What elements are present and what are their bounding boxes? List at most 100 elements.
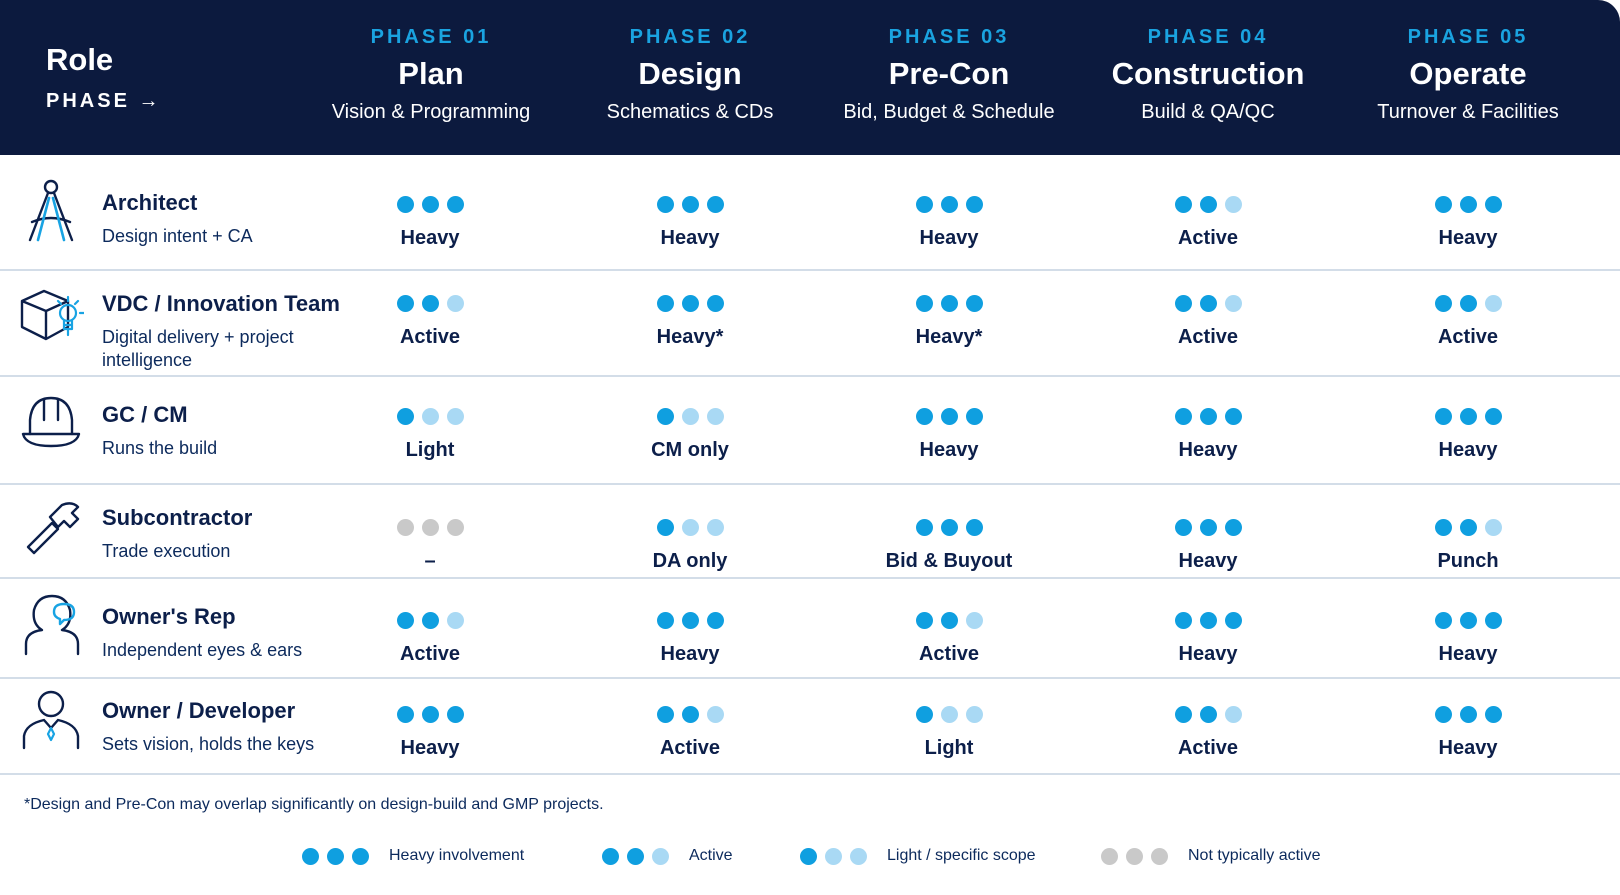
- involvement-label: Heavy: [919, 439, 979, 461]
- involvement-dots: [570, 612, 810, 629]
- phase-number: PHASE 03: [888, 26, 1010, 48]
- legend-item: Active: [602, 847, 733, 865]
- involvement-cell: Heavy: [1348, 408, 1588, 462]
- involvement-label: Light: [405, 439, 455, 461]
- involvement-dot: [656, 408, 674, 425]
- legend-label: Not typically active: [1188, 847, 1321, 864]
- involvement-cell: Heavy*: [829, 295, 1069, 349]
- legend-dot: [850, 847, 867, 865]
- involvement-cell: Active: [1088, 196, 1328, 250]
- involvement-cell: Active: [829, 612, 1069, 666]
- cube-lightbulb-icon: [18, 279, 86, 345]
- involvement-cell: Bid & Buyout: [829, 519, 1069, 573]
- involvement-dot: [706, 196, 724, 213]
- involvement-dot: [1199, 295, 1217, 312]
- involvement-cell: –: [310, 519, 550, 573]
- involvement-cell: Active: [310, 295, 550, 349]
- involvement-dot: [1174, 196, 1192, 213]
- involvement-dot: [681, 519, 699, 536]
- role-name: Subcontractor: [102, 505, 253, 530]
- involvement-dot: [965, 408, 983, 425]
- involvement-dot: [1484, 706, 1502, 723]
- involvement-label: Heavy: [1438, 227, 1498, 249]
- involvement-label: Heavy: [400, 737, 460, 759]
- legend-dot: [1126, 847, 1143, 865]
- phase-name: Pre-Con: [888, 56, 1010, 91]
- involvement-label: Active: [399, 643, 461, 665]
- role-name: GC / CM: [102, 402, 188, 427]
- phase-name: Plan: [398, 56, 464, 91]
- phase-header-2: PHASE 02 Design Schematics & CDs: [560, 26, 820, 124]
- involvement-cell: Active: [1088, 295, 1328, 349]
- involvement-dots: [1348, 295, 1588, 312]
- involvement-dot: [1459, 612, 1477, 629]
- involvement-dot: [1224, 196, 1242, 213]
- phase-header-1: PHASE 01 Plan Vision & Programming: [301, 26, 561, 124]
- involvement-dot: [656, 612, 674, 629]
- involvement-dot: [1459, 295, 1477, 312]
- involvement-cell: Active: [1088, 706, 1328, 760]
- involvement-dot: [656, 519, 674, 536]
- involvement-cell: Heavy: [829, 408, 1069, 462]
- involvement-dot: [940, 706, 958, 723]
- role-description: Runs the build: [102, 438, 218, 458]
- involvement-dot: [681, 706, 699, 723]
- involvement-cell: Heavy: [1348, 196, 1588, 250]
- phase-number: PHASE 01: [370, 26, 492, 48]
- involvement-dot: [965, 612, 983, 629]
- involvement-label: Heavy: [400, 227, 460, 249]
- involvement-dot: [706, 408, 724, 425]
- involvement-dot: [965, 196, 983, 213]
- legend-dot: [327, 847, 344, 865]
- involvement-cell: Heavy: [570, 612, 810, 666]
- involvement-label: Light: [924, 737, 974, 759]
- involvement-dots: [570, 196, 810, 213]
- involvement-label: Active: [1177, 737, 1239, 759]
- involvement-label: DA only: [652, 550, 728, 572]
- phase-subtitle: Build & QA/QC: [1141, 101, 1275, 123]
- involvement-dot: [681, 408, 699, 425]
- involvement-dots: [1348, 196, 1588, 213]
- involvement-cell: CM only: [570, 408, 810, 462]
- hard-hat-icon: [18, 390, 84, 456]
- involvement-label: Heavy: [660, 643, 720, 665]
- involvement-dots: [570, 519, 810, 536]
- role-column-title: Role: [46, 42, 114, 77]
- phase-number: PHASE 04: [1147, 26, 1269, 48]
- involvement-dot: [1434, 295, 1452, 312]
- involvement-label: Heavy*: [656, 326, 724, 348]
- involvement-label: Heavy: [1438, 643, 1498, 665]
- involvement-dot: [706, 706, 724, 723]
- involvement-dots: [310, 706, 550, 723]
- involvement-dots: [310, 408, 550, 425]
- involvement-dots: [570, 408, 810, 425]
- involvement-dot: [1484, 196, 1502, 213]
- involvement-dot: [965, 706, 983, 723]
- involvement-dot: [940, 295, 958, 312]
- involvement-label: Active: [1177, 326, 1239, 348]
- involvement-dots: [1088, 295, 1328, 312]
- involvement-dot: [396, 706, 414, 723]
- involvement-label: Active: [399, 326, 461, 348]
- role-name: Architect: [102, 190, 198, 215]
- legend-dot: [602, 847, 619, 865]
- phase-name: Design: [638, 56, 742, 91]
- involvement-cell: Heavy: [1088, 408, 1328, 462]
- involvement-dots: [570, 295, 810, 312]
- involvement-dot: [1199, 519, 1217, 536]
- role-description: Design intent + CA: [102, 226, 253, 246]
- involvement-dot: [446, 519, 464, 536]
- role-row: Owner / Developer Sets vision, holds the …: [0, 679, 1620, 775]
- legend-dot: [652, 847, 669, 865]
- involvement-dot: [915, 519, 933, 536]
- involvement-dot: [1224, 295, 1242, 312]
- involvement-dot: [446, 295, 464, 312]
- involvement-dot: [940, 612, 958, 629]
- role-description: Independent eyes & ears: [102, 640, 303, 660]
- legend-item: Light / specific scope: [800, 847, 1036, 865]
- involvement-label: Heavy: [1178, 550, 1238, 572]
- involvement-dot: [421, 196, 439, 213]
- involvement-dot: [1199, 706, 1217, 723]
- involvement-cell: Active: [310, 612, 550, 666]
- phase-number: PHASE 02: [629, 26, 751, 48]
